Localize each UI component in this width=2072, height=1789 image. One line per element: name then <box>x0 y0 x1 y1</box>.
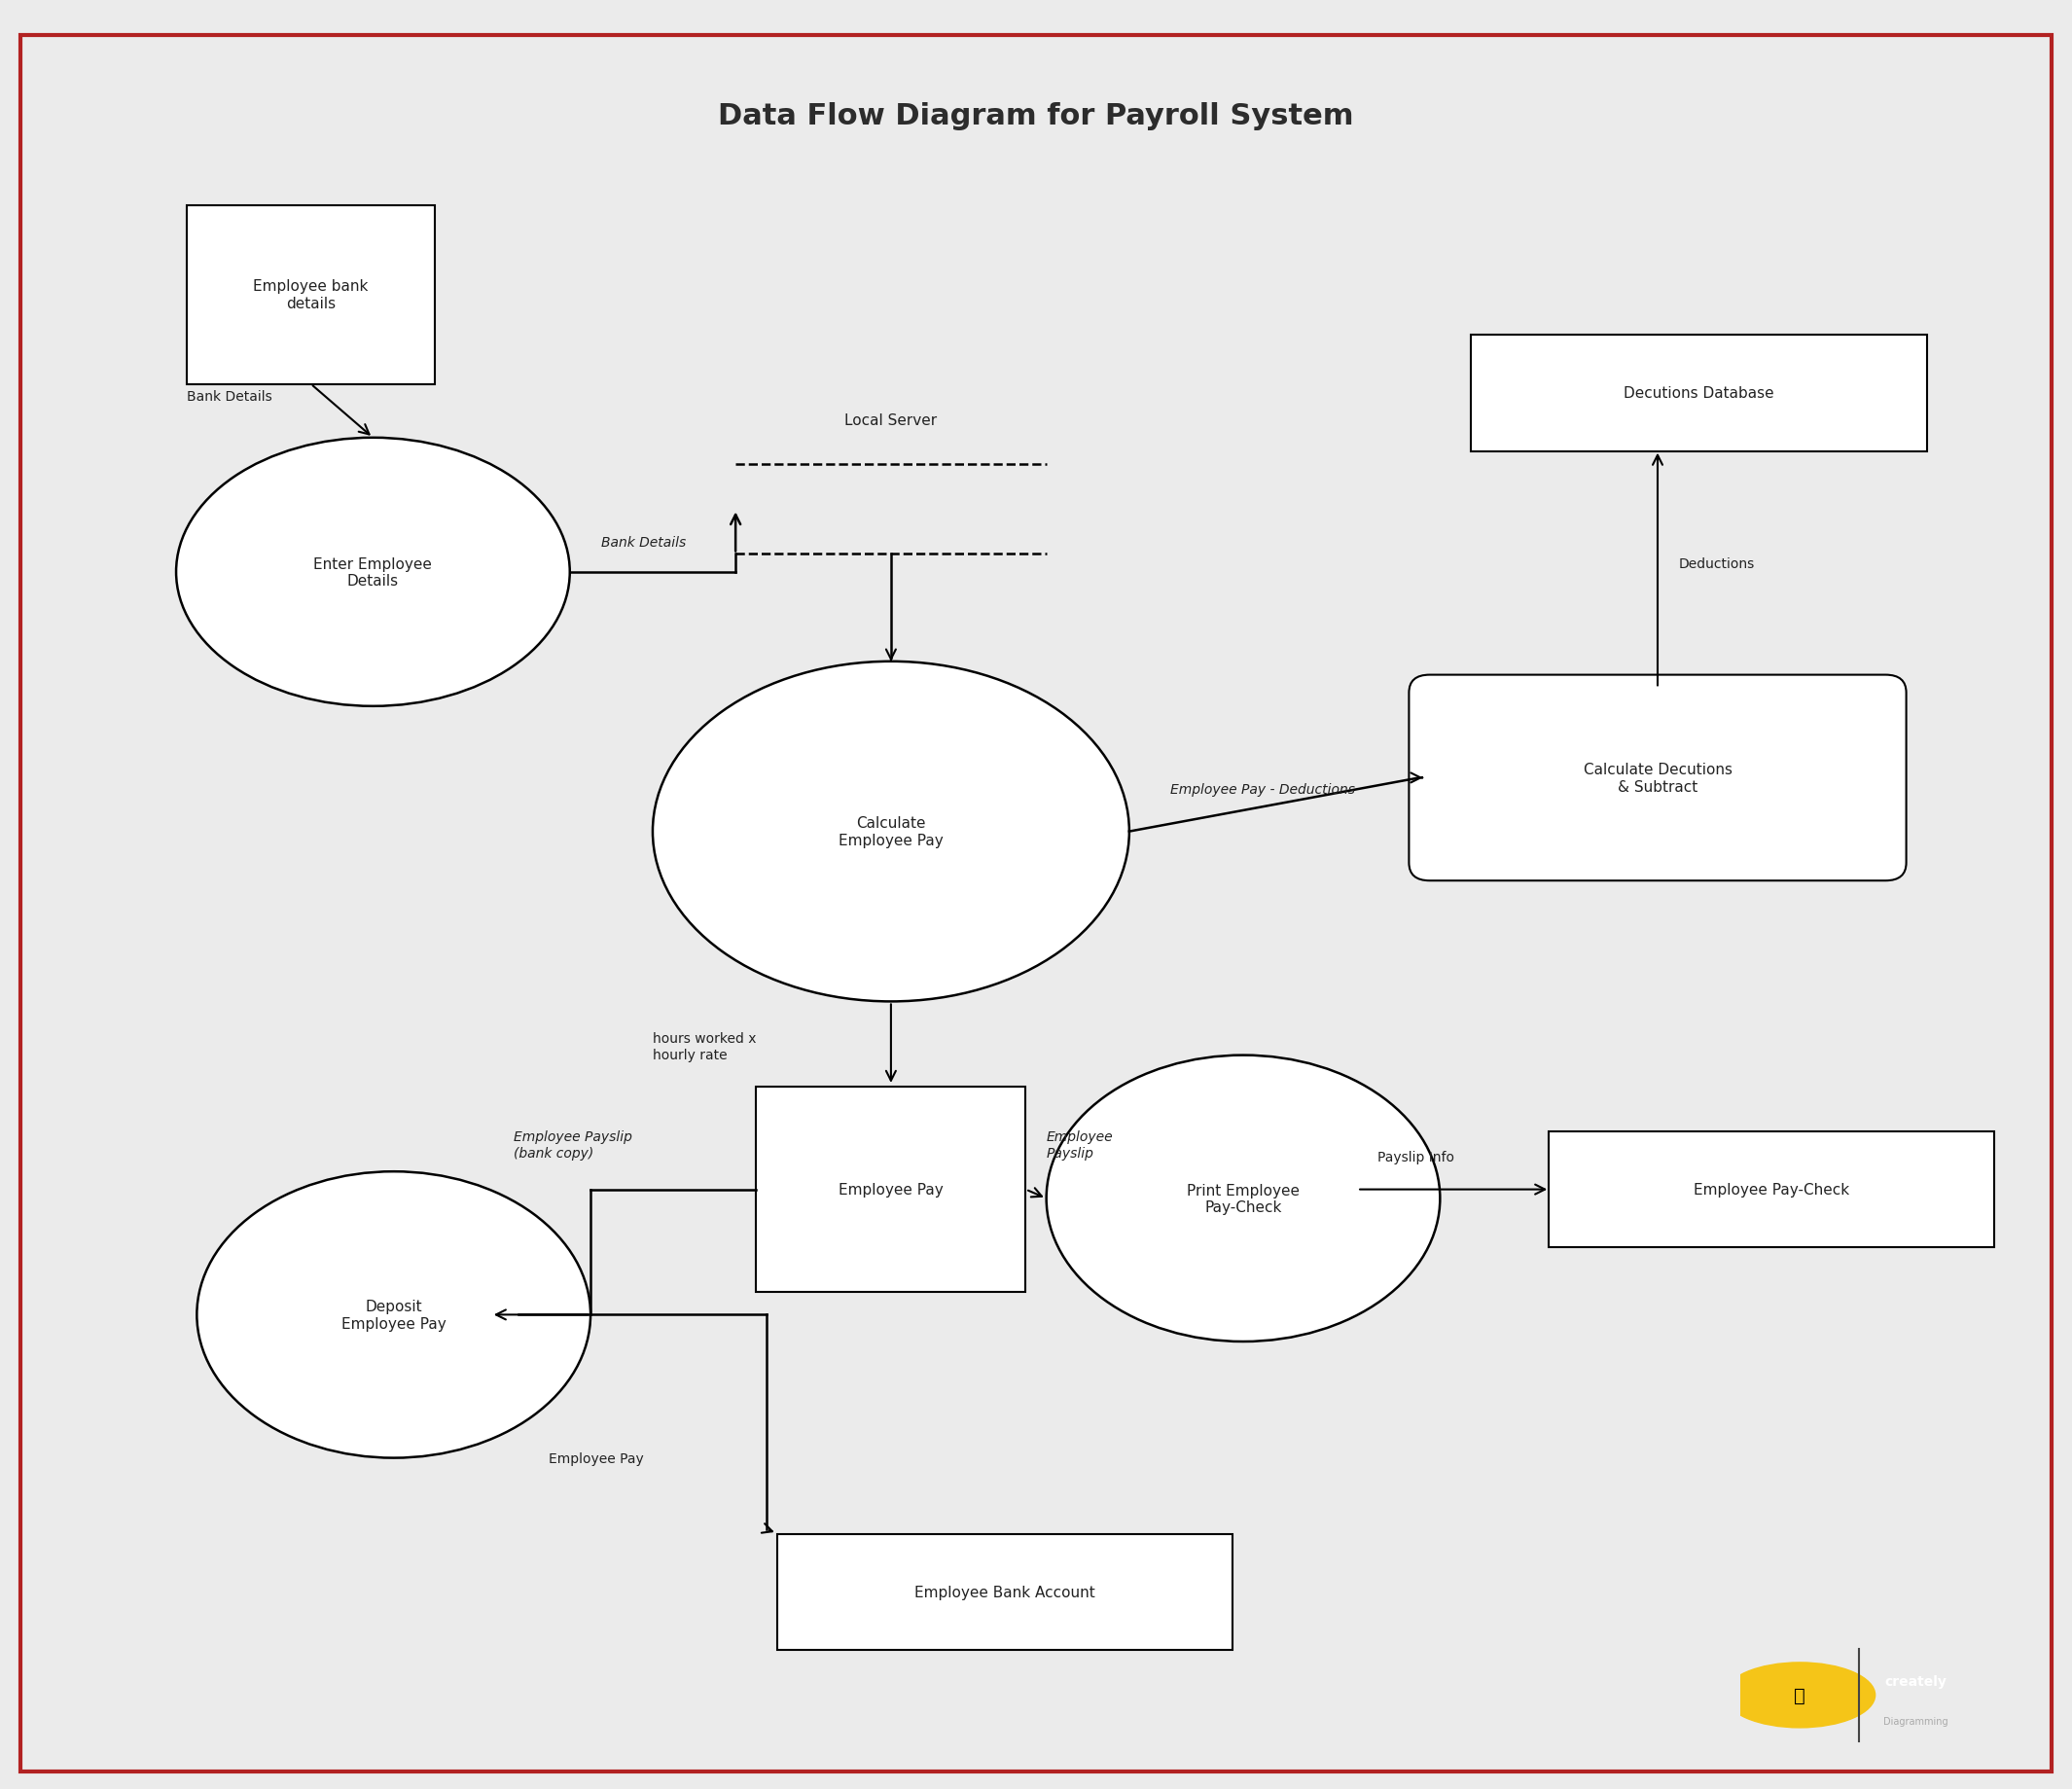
Text: 💡: 💡 <box>1794 1685 1805 1705</box>
Text: Diagramming: Diagramming <box>1883 1716 1948 1726</box>
FancyBboxPatch shape <box>186 206 435 385</box>
FancyBboxPatch shape <box>1471 336 1927 451</box>
Text: hours worked x
hourly rate: hours worked x hourly rate <box>653 1032 756 1061</box>
Ellipse shape <box>176 438 570 707</box>
Text: Employee Payslip
(bank copy): Employee Payslip (bank copy) <box>514 1131 632 1159</box>
FancyBboxPatch shape <box>1409 676 1906 882</box>
Ellipse shape <box>653 662 1129 1002</box>
Text: Enter Employee
Details: Enter Employee Details <box>313 556 433 589</box>
Text: Employee Bank Account: Employee Bank Account <box>914 1585 1096 1599</box>
Text: Payslip Info: Payslip Info <box>1378 1150 1455 1165</box>
Text: Employee Pay - Deductions: Employee Pay - Deductions <box>1171 782 1355 796</box>
Circle shape <box>1724 1662 1875 1728</box>
Text: Bank Details: Bank Details <box>601 535 686 549</box>
Text: Print Employee
Pay-Check: Print Employee Pay-Check <box>1187 1183 1299 1215</box>
Text: Employee Pay: Employee Pay <box>549 1451 644 1465</box>
Text: Deposit
Employee Pay: Deposit Employee Pay <box>342 1299 445 1331</box>
Ellipse shape <box>197 1172 591 1458</box>
FancyBboxPatch shape <box>1548 1132 1993 1249</box>
Text: Decutions Database: Decutions Database <box>1624 386 1774 401</box>
Text: Deductions: Deductions <box>1678 556 1755 571</box>
Text: Bank Details: Bank Details <box>186 390 271 404</box>
Text: Employee Pay-Check: Employee Pay-Check <box>1693 1183 1850 1197</box>
Text: Employee
Payslip: Employee Payslip <box>1046 1131 1113 1159</box>
Text: Employee Pay: Employee Pay <box>839 1183 943 1197</box>
FancyBboxPatch shape <box>756 1088 1026 1292</box>
Text: Employee bank
details: Employee bank details <box>253 279 369 311</box>
Ellipse shape <box>1046 1056 1440 1342</box>
Text: creately: creately <box>1886 1675 1946 1689</box>
Text: Calculate Decutions
& Subtract: Calculate Decutions & Subtract <box>1583 762 1732 794</box>
FancyBboxPatch shape <box>21 36 2051 1771</box>
Text: Data Flow Diagram for Payroll System: Data Flow Diagram for Payroll System <box>719 102 1353 131</box>
FancyBboxPatch shape <box>777 1533 1233 1649</box>
Text: Local Server: Local Server <box>845 413 937 428</box>
Text: Calculate
Employee Pay: Calculate Employee Pay <box>839 816 943 848</box>
